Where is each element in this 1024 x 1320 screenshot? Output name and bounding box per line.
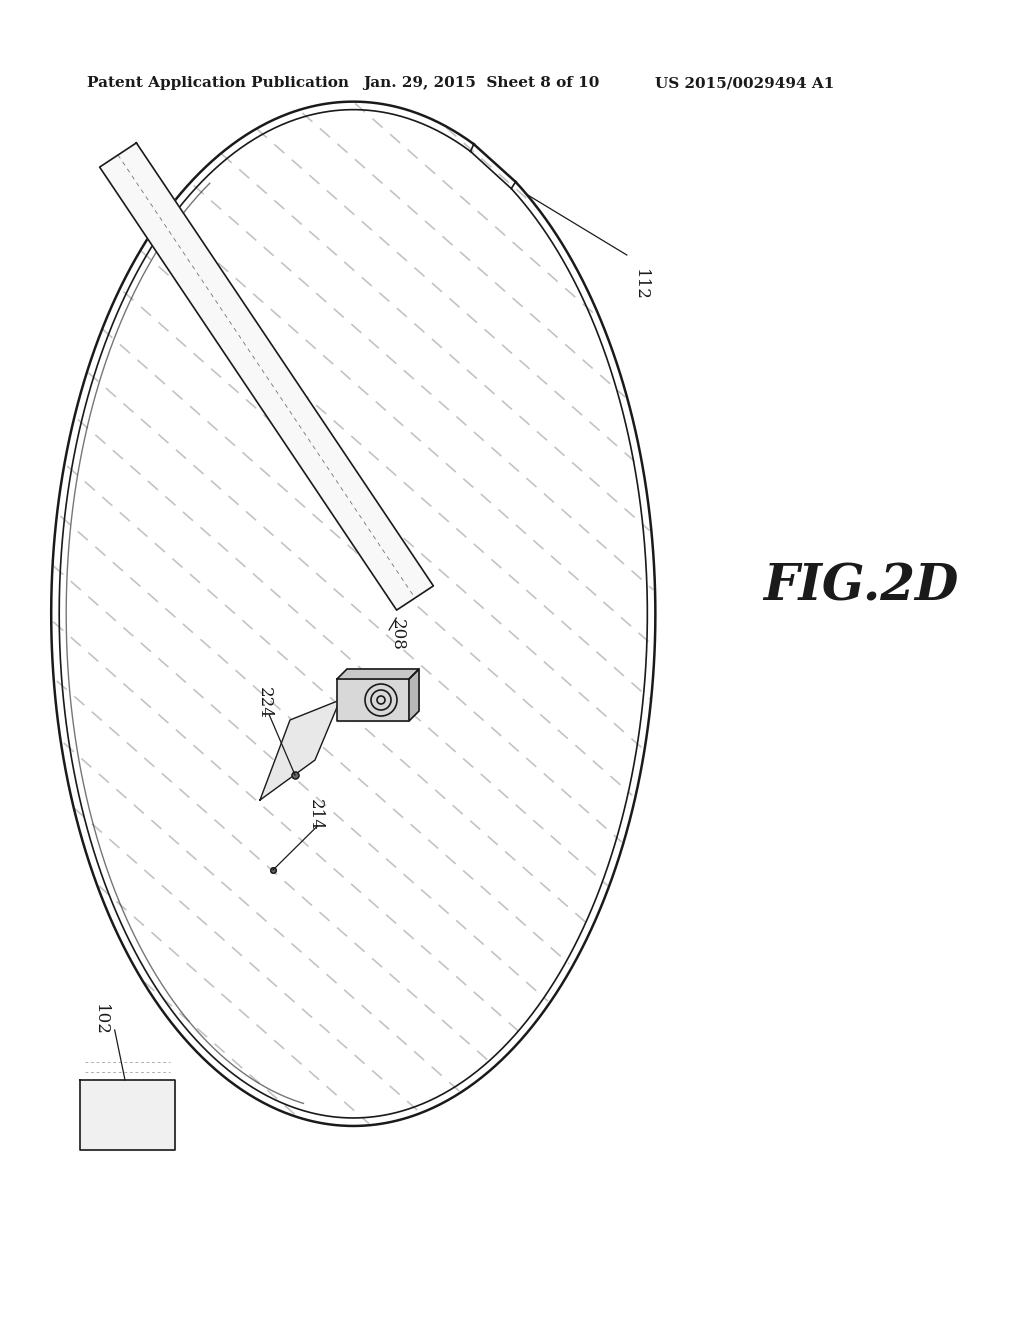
Polygon shape [260, 700, 340, 800]
Polygon shape [80, 1080, 175, 1150]
Polygon shape [99, 143, 433, 610]
Text: 102: 102 [92, 1005, 110, 1036]
Polygon shape [409, 669, 419, 721]
Text: FIG.2D: FIG.2D [763, 562, 958, 612]
Text: 214: 214 [307, 799, 325, 830]
Text: 112: 112 [632, 269, 649, 301]
Text: 224: 224 [256, 688, 273, 719]
Polygon shape [337, 678, 409, 721]
Text: Patent Application Publication: Patent Application Publication [87, 77, 349, 90]
Text: US 2015/0029494 A1: US 2015/0029494 A1 [655, 77, 835, 90]
Text: Jan. 29, 2015  Sheet 8 of 10: Jan. 29, 2015 Sheet 8 of 10 [364, 77, 600, 90]
Polygon shape [337, 669, 419, 678]
Text: 208: 208 [389, 619, 407, 651]
